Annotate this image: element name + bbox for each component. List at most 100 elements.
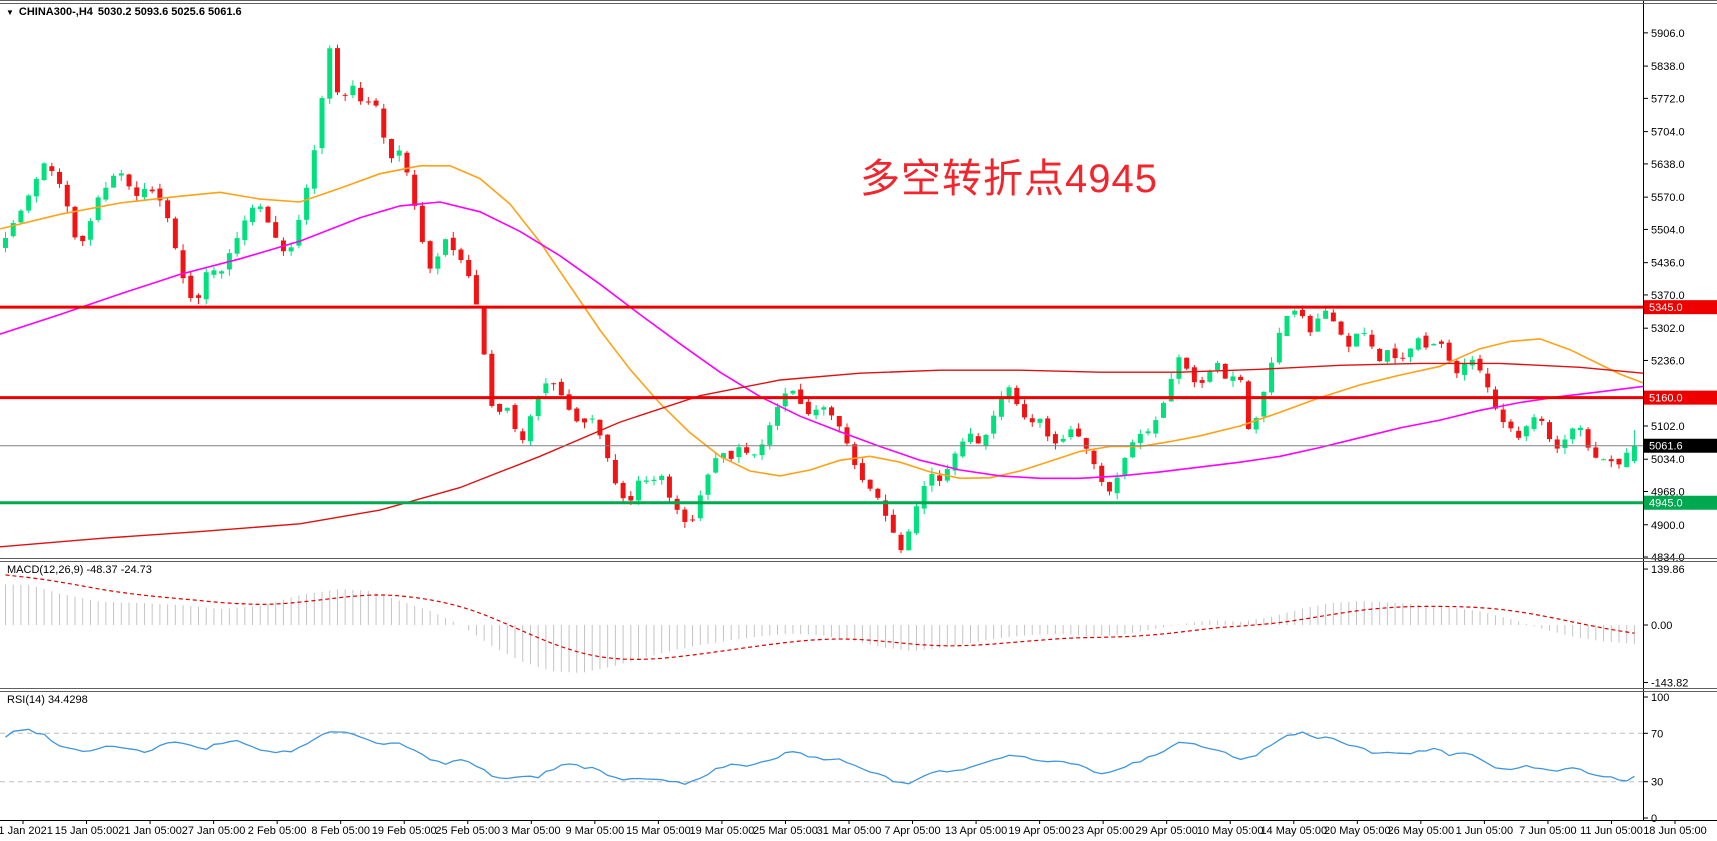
candle-body — [852, 444, 858, 465]
candle-body — [1045, 418, 1051, 437]
price-axis-label: 5302.0 — [1651, 323, 1685, 335]
candle-body — [1184, 357, 1190, 369]
candle-body — [1176, 357, 1182, 379]
candle-body — [705, 474, 711, 495]
candle-body — [527, 416, 533, 442]
candle-body — [875, 488, 881, 498]
candle-body — [991, 415, 997, 434]
candle-body — [836, 416, 842, 427]
candle-body — [1207, 371, 1213, 382]
candle-body — [1330, 312, 1336, 322]
candle-body — [1384, 350, 1390, 362]
time-axis-label: 8 Feb 05:00 — [311, 825, 370, 837]
rsi-panel: 100 70 30 0 — [0, 692, 1669, 825]
ma-fast-orange — [0, 165, 1644, 480]
candle-body — [126, 174, 132, 187]
candle-body — [1631, 445, 1637, 462]
price-level-label: 5061.6 — [1649, 441, 1683, 453]
candle-body — [103, 187, 109, 200]
candle-body — [234, 238, 240, 254]
price-level-label: 4945.0 — [1649, 498, 1683, 510]
candle-body — [1215, 363, 1221, 371]
price-axis-label: 5772.0 — [1651, 93, 1685, 105]
candle-body — [273, 222, 279, 238]
candle-body — [72, 206, 78, 238]
candle-body — [504, 407, 510, 411]
candle-body — [913, 506, 919, 534]
candle-body — [157, 188, 163, 201]
rsi-axis-label: 100 — [1651, 692, 1669, 704]
candle-body — [1191, 367, 1197, 383]
candle-body — [111, 175, 117, 188]
price-level-label: 5160.0 — [1649, 393, 1683, 405]
macd-axis-label: -143.82 — [1651, 678, 1688, 690]
candle-body — [1400, 357, 1406, 359]
candle-body — [1292, 310, 1298, 315]
candle-body — [458, 249, 464, 261]
time-axis-label: 11 Jan 2021 — [0, 825, 53, 837]
candle-body — [389, 139, 394, 159]
candle-body — [636, 480, 642, 501]
time-axis-label: 25 Mar 05:00 — [753, 825, 818, 837]
candle-body — [574, 408, 580, 422]
candle-body — [404, 152, 410, 173]
candle-body — [1624, 452, 1630, 468]
candle-body — [497, 403, 503, 412]
candle-body — [720, 453, 726, 459]
candle-body — [57, 171, 63, 184]
candle-body — [1199, 380, 1205, 383]
candle-body — [651, 479, 657, 482]
candle-body — [666, 476, 672, 498]
candle-body — [1299, 310, 1305, 317]
ma-slow-darkred — [0, 362, 1644, 548]
candle-body — [775, 406, 780, 426]
candle-body — [250, 207, 256, 223]
price-axis-label: 5102.0 — [1651, 421, 1685, 433]
candle-body — [1523, 426, 1529, 437]
candle-body — [551, 383, 557, 385]
price-axis-label: 5236.0 — [1651, 355, 1685, 367]
candle-body — [3, 237, 8, 248]
candle-body — [319, 97, 325, 149]
candle-body — [1114, 477, 1120, 494]
candle-body — [1245, 381, 1251, 429]
candle-body — [1014, 387, 1020, 405]
candle-body — [1601, 459, 1607, 461]
candle-body — [1500, 409, 1506, 423]
candle-body — [1508, 421, 1514, 429]
time-axis-label: 29 Apr 05:00 — [1135, 825, 1197, 837]
candle-body — [1454, 361, 1460, 374]
candle-body — [342, 94, 348, 96]
time-axis-label: 3 Mar 05:00 — [502, 825, 561, 837]
candle-body — [690, 519, 696, 521]
candle-body — [867, 479, 873, 489]
candle-body — [134, 187, 140, 196]
macd-axis-label: 139.86 — [1651, 564, 1685, 576]
rsi-indicator-label: RSI(14) 34.4298 — [7, 694, 88, 706]
time-axis-label: 18 Jun 05:00 — [1643, 825, 1707, 837]
symbol-dropdown-icon[interactable]: ▼ — [6, 7, 14, 17]
candle-body — [558, 381, 564, 396]
time-axis-label: 31 Mar 05:00 — [817, 825, 882, 837]
candle-body — [674, 498, 680, 510]
candle-body — [998, 397, 1004, 417]
candle-body — [80, 235, 86, 242]
candle-body — [883, 500, 889, 516]
candle-body — [1408, 348, 1414, 358]
time-axis-label: 2 Feb 05:00 — [248, 825, 307, 837]
candle-body — [620, 482, 626, 499]
candle-body — [1130, 442, 1136, 458]
candle-body — [805, 401, 811, 414]
candle-body — [443, 239, 449, 255]
candle-body — [219, 271, 225, 274]
price-axis-label: 5906.0 — [1651, 28, 1685, 40]
candle-body — [10, 222, 16, 237]
candle-body — [87, 221, 93, 240]
time-axis-label: 7 Jun 05:00 — [1519, 825, 1577, 837]
candle-body — [41, 163, 47, 181]
annotation-text: 多空转折点4945 — [860, 157, 1158, 201]
candle-body — [1547, 422, 1552, 440]
candle-body — [960, 441, 966, 457]
time-axis-label: 19 Apr 05:00 — [1008, 825, 1070, 837]
